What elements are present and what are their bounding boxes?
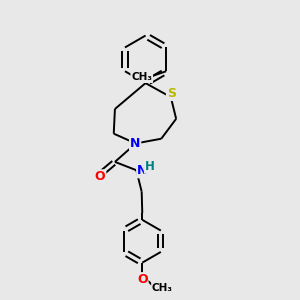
Text: CH₃: CH₃ <box>152 283 173 293</box>
Text: O: O <box>95 170 105 183</box>
Text: N: N <box>137 164 148 177</box>
Text: H: H <box>145 160 154 173</box>
Text: CH₃: CH₃ <box>131 72 152 82</box>
Text: N: N <box>130 137 140 150</box>
Text: O: O <box>137 273 148 286</box>
Text: S: S <box>167 87 176 100</box>
